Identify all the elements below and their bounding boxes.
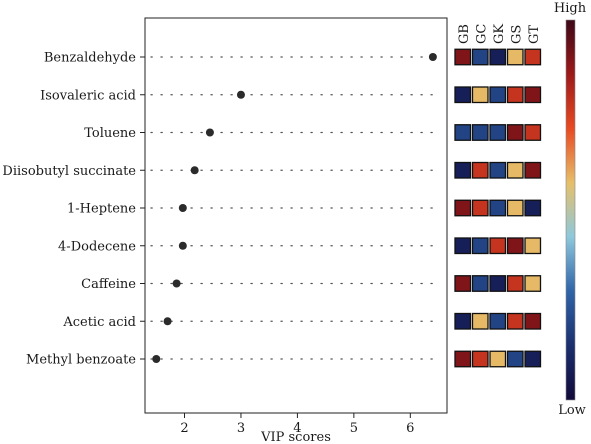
heatmap-cell <box>524 350 542 368</box>
heatmap-cell <box>454 312 472 330</box>
vip-point <box>236 90 245 99</box>
x-tick-label: 3 <box>237 421 245 436</box>
x-tick-label: 4 <box>293 421 301 436</box>
heatmap-cell <box>454 86 472 104</box>
colorbar-gradient <box>565 19 576 401</box>
heatmap-cell <box>506 312 524 330</box>
compound-label: 4-Dodecene <box>58 239 136 254</box>
heatmap-cell <box>506 275 524 292</box>
group-label: GC <box>474 24 489 44</box>
heatmap-cell <box>471 86 489 104</box>
heatmap-cell <box>489 124 507 141</box>
heatmap-cell <box>489 199 507 217</box>
compound-labels: Benzaldehyde Isovaleric acid Toluene Diisob… <box>2 51 145 368</box>
vip-point <box>178 241 187 250</box>
vip-point <box>152 355 161 363</box>
heatmap-cell <box>454 350 472 368</box>
heatmap-cell <box>506 199 524 217</box>
heatmap-cell <box>506 48 524 66</box>
colorbar-high-label: High <box>554 1 587 16</box>
heatmap-cell <box>489 48 507 66</box>
vip-points <box>152 53 437 363</box>
heatmap-cell <box>524 161 542 179</box>
group-label: GT <box>527 25 542 44</box>
row-guides <box>150 56 442 360</box>
heatmap-cell <box>524 199 542 217</box>
plot-frame <box>144 17 448 414</box>
heatmap-cell <box>454 199 472 217</box>
heatmap-cell <box>506 237 524 255</box>
x-tick-label: 6 <box>406 421 414 436</box>
group-heatmap: GB GC GK GS GT <box>454 24 542 368</box>
compound-label: Benzaldehyde <box>44 51 136 66</box>
heatmap-cell <box>524 124 542 141</box>
heatmap-cell <box>471 312 489 330</box>
heatmap-cell <box>506 350 524 368</box>
heatmap-cell <box>524 48 542 66</box>
heatmap-cell <box>454 124 472 141</box>
heatmap-cell <box>454 161 472 179</box>
compound-label: Caffeine <box>81 277 136 292</box>
group-label: GS <box>509 25 524 44</box>
heatmap-cell <box>454 275 472 292</box>
compound-label: Isovaleric acid <box>40 88 136 103</box>
heatmap-cell <box>489 275 507 292</box>
heatmap-cell <box>524 237 542 255</box>
heatmap-cell <box>471 161 489 179</box>
heatmap-cell <box>506 161 524 179</box>
heatmap-cell <box>489 86 507 104</box>
heatmap-cell <box>471 237 489 255</box>
compound-label: Acetic acid <box>62 315 136 330</box>
heatmap-cell <box>489 237 507 255</box>
vip-point <box>190 166 199 175</box>
heatmap-cell <box>524 86 542 104</box>
heatmap-cell <box>489 312 507 330</box>
vip-point <box>205 128 214 137</box>
vip-point <box>163 317 172 326</box>
heatmap-cell <box>454 48 472 66</box>
vip-point <box>428 53 437 61</box>
heatmap-cell <box>506 124 524 141</box>
vip-point <box>178 204 187 212</box>
heatmap-cell <box>524 275 542 292</box>
heatmap-cell <box>524 312 542 330</box>
heatmap-cell <box>471 124 489 141</box>
heatmap-cell <box>489 350 507 368</box>
heatmap-cell <box>489 161 507 179</box>
group-label: GB <box>457 24 472 44</box>
heatmap-cell <box>454 237 472 255</box>
group-label: GK <box>492 24 507 44</box>
heatmap-cell <box>471 275 489 292</box>
x-tick-label: 5 <box>350 421 358 436</box>
x-axis-label: VIP scores <box>260 430 331 444</box>
compound-label: Toluene <box>84 126 136 141</box>
compound-label: Diisobutyl succinate <box>2 164 136 179</box>
compound-label: Methyl benzoate <box>26 353 136 368</box>
colorbar: High Low <box>554 1 587 418</box>
heatmap-cell <box>506 86 524 104</box>
heatmap-cell <box>471 199 489 217</box>
x-tick-label: 2 <box>180 421 188 436</box>
heatmap-cell <box>471 48 489 66</box>
vip-point <box>172 279 181 288</box>
heatmap-cell <box>471 350 489 368</box>
x-axis: 2 3 4 5 6 <box>180 413 414 436</box>
colorbar-low-label: Low <box>558 403 586 418</box>
compound-label: 1-Heptene <box>67 202 136 217</box>
